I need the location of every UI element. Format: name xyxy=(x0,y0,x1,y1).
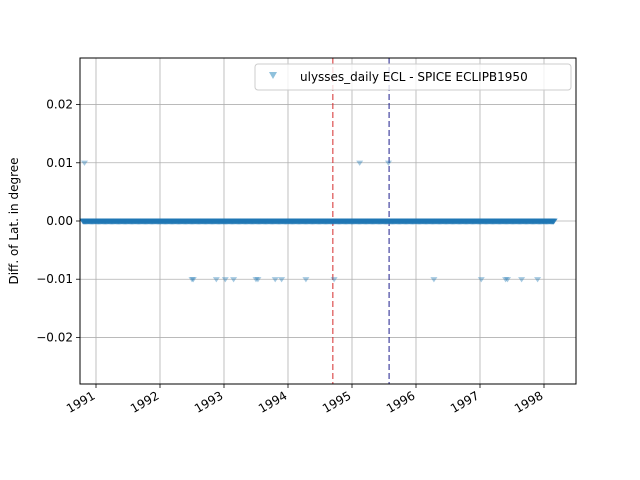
data-point xyxy=(221,277,229,283)
x-tick-label: 1996 xyxy=(384,388,417,415)
legend-marker xyxy=(269,72,277,79)
legend-frame xyxy=(254,63,572,91)
data-point xyxy=(188,277,196,283)
data-point xyxy=(549,218,558,225)
data-point xyxy=(502,277,510,283)
y-tick-label: 0.00 xyxy=(46,214,73,228)
data-point xyxy=(477,277,485,283)
data-point xyxy=(278,277,286,283)
x-tick-label: 1998 xyxy=(512,388,545,415)
y-tick-label: 0.01 xyxy=(46,156,73,170)
x-tick-label: 1995 xyxy=(320,388,353,415)
x-tick-label: 1993 xyxy=(192,388,225,415)
x-tick-label: 1997 xyxy=(448,388,481,415)
y-tick-label: 0.02 xyxy=(46,98,73,112)
data-point xyxy=(80,160,88,166)
data-point xyxy=(271,277,279,283)
y-tick-label: −0.01 xyxy=(36,272,73,286)
ticks: 1991 1992 1993 1994 1995 1996 1997 1998 −0.02 −0.… xyxy=(36,98,545,416)
x-tick-label: 1994 xyxy=(256,388,289,415)
y-axis-label: Diff. of Lat. in degree xyxy=(7,157,21,284)
data-point xyxy=(504,277,512,283)
data-point xyxy=(254,277,262,283)
y-tick-label: −0.02 xyxy=(36,330,73,344)
data-point xyxy=(212,277,220,283)
data-points xyxy=(79,160,558,283)
data-point xyxy=(430,277,438,283)
data-point xyxy=(189,277,197,283)
legend: ulysses_daily ECL - SPICE ECLIPB1950 xyxy=(254,63,572,91)
data-point xyxy=(252,277,260,283)
data-point xyxy=(534,277,542,283)
x-tick-label: 1992 xyxy=(128,388,161,415)
data-point xyxy=(230,277,238,283)
legend-label: ulysses_daily ECL - SPICE ECLIPB1950 xyxy=(300,70,528,84)
data-point xyxy=(518,277,526,283)
data-point xyxy=(330,277,338,283)
data-point xyxy=(356,160,364,166)
x-tick-label: 1991 xyxy=(64,388,97,415)
data-point xyxy=(384,160,392,166)
data-point xyxy=(302,277,310,283)
